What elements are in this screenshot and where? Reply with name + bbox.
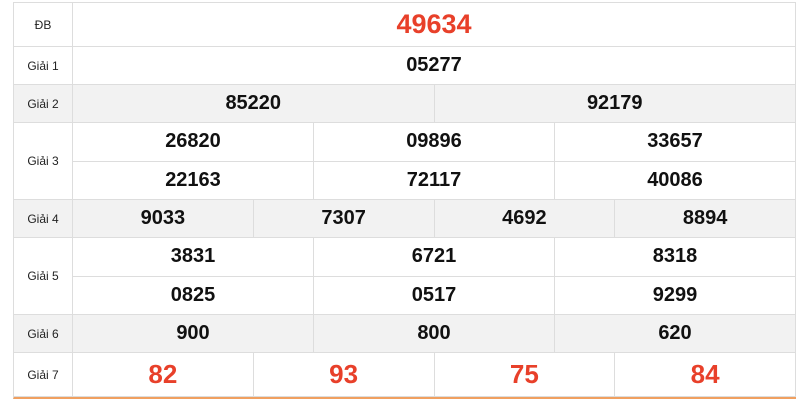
prize-label: Giải 6 xyxy=(14,315,73,352)
prize-number: 05277 xyxy=(73,47,796,84)
prize-row: Giải 3 26820 09896 33657 22163 72117 40086 xyxy=(14,123,796,200)
prize-row: Giải 6 900 800 620 xyxy=(14,315,796,353)
prize-number: 22163 xyxy=(73,161,314,199)
prize-label: Giải 7 xyxy=(14,353,73,396)
prize-number: 82 xyxy=(73,353,254,396)
prize-number: 6721 xyxy=(314,238,555,276)
prize-row: ĐB 49634 xyxy=(14,3,796,47)
prize-label: Giải 2 xyxy=(14,85,73,122)
prize-label: ĐB xyxy=(14,3,73,46)
prize-number: 09896 xyxy=(314,123,555,161)
prize-label: Giải 4 xyxy=(14,200,73,237)
prize-row: Giải 1 05277 xyxy=(14,47,796,85)
prize-number: 26820 xyxy=(73,123,314,161)
prize-label: Giải 3 xyxy=(14,123,73,199)
prize-number: 3831 xyxy=(73,238,314,276)
prize-number: 9299 xyxy=(555,276,796,314)
prize-number: 92179 xyxy=(435,85,796,122)
prize-number: 900 xyxy=(73,315,314,352)
prize-number: 85220 xyxy=(73,85,435,122)
prize-number: 8318 xyxy=(555,238,796,276)
prize-label: Giải 1 xyxy=(14,47,73,84)
prize-row: Giải 7 82 93 75 84 xyxy=(14,353,796,397)
prize-row: Giải 4 9033 7307 4692 8894 xyxy=(14,200,796,238)
prize-row: Giải 2 85220 92179 xyxy=(14,85,796,123)
prize-number: 40086 xyxy=(555,161,796,199)
prize-number: 7307 xyxy=(254,200,435,237)
prize-number: 620 xyxy=(555,315,796,352)
prize-label: Giải 5 xyxy=(14,238,73,314)
prize-number: 84 xyxy=(615,353,796,396)
prize-number: 800 xyxy=(314,315,555,352)
prize-number: 9033 xyxy=(73,200,254,237)
lottery-results-table: ĐB 49634 Giải 1 05277 Giải 2 85220 92179 Giải 3… xyxy=(13,2,796,399)
prize-number: 8894 xyxy=(615,200,796,237)
special-prize-number: 49634 xyxy=(73,3,796,46)
prize-number: 4692 xyxy=(435,200,616,237)
prize-number: 75 xyxy=(435,353,616,396)
prize-number: 72117 xyxy=(314,161,555,199)
prize-number: 0825 xyxy=(73,276,314,314)
prize-number: 0517 xyxy=(314,276,555,314)
prize-number: 33657 xyxy=(555,123,796,161)
prize-row: Giải 5 3831 6721 8318 0825 0517 9299 xyxy=(14,238,796,315)
prize-number: 93 xyxy=(254,353,435,396)
